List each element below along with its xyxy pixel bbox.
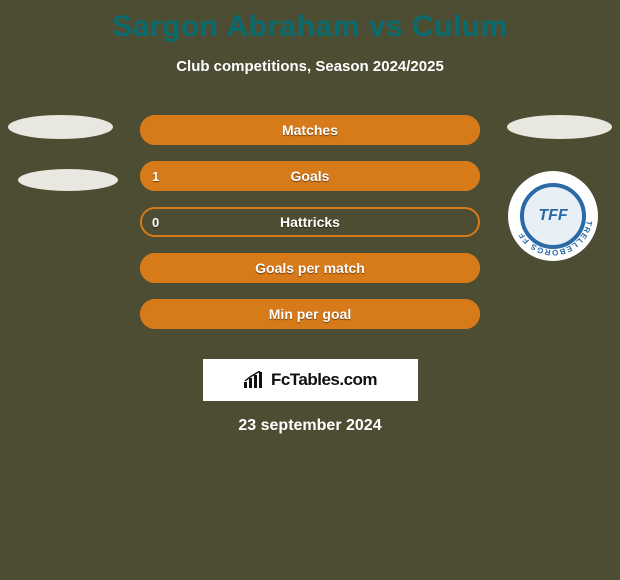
stat-bar-row: Min per goal — [140, 299, 480, 329]
date-label: 23 september 2024 — [0, 417, 620, 435]
stat-bar-label: Goals per match — [140, 253, 480, 283]
stat-bar-label: Goals — [140, 161, 480, 191]
watermark-chart-icon — [243, 371, 265, 389]
watermark: FcTables.com — [203, 359, 418, 401]
stat-bar-label: Min per goal — [140, 299, 480, 329]
stat-bar-label: Hattricks — [140, 207, 480, 237]
stat-bar-row: 1Goals — [140, 161, 480, 191]
stat-bar-row: 0Hattricks — [140, 207, 480, 237]
player-right-column: TRELLEBORGS FF TFF — [502, 115, 612, 169]
stat-bar-row: Goals per match — [140, 253, 480, 283]
player-left-column — [8, 115, 118, 191]
comparison-area: TRELLEBORGS FF TFF Matches 1Goals 0Hattric… — [0, 115, 620, 345]
stat-bar-left-value: 1 — [152, 161, 159, 191]
player-right-club-badge: TRELLEBORGS FF TFF — [508, 171, 598, 261]
subtitle: Club competitions, Season 2024/2025 — [0, 58, 620, 75]
player-left-avatar-placeholder — [8, 115, 113, 139]
club-badge-letters: TFF — [538, 207, 567, 225]
player-left-club-placeholder — [18, 169, 118, 191]
player-right-avatar-placeholder — [507, 115, 612, 139]
stat-bar-left-value: 0 — [152, 207, 159, 237]
watermark-text: FcTables.com — [271, 370, 377, 390]
stat-bar-row: Matches — [140, 115, 480, 145]
club-badge-inner: TFF — [520, 183, 586, 249]
stat-bar-label: Matches — [140, 115, 480, 145]
comparison-bars: Matches 1Goals 0Hattricks Goals per match Mi… — [140, 115, 480, 345]
page-title: Sargon Abraham vs Culum — [0, 0, 620, 44]
